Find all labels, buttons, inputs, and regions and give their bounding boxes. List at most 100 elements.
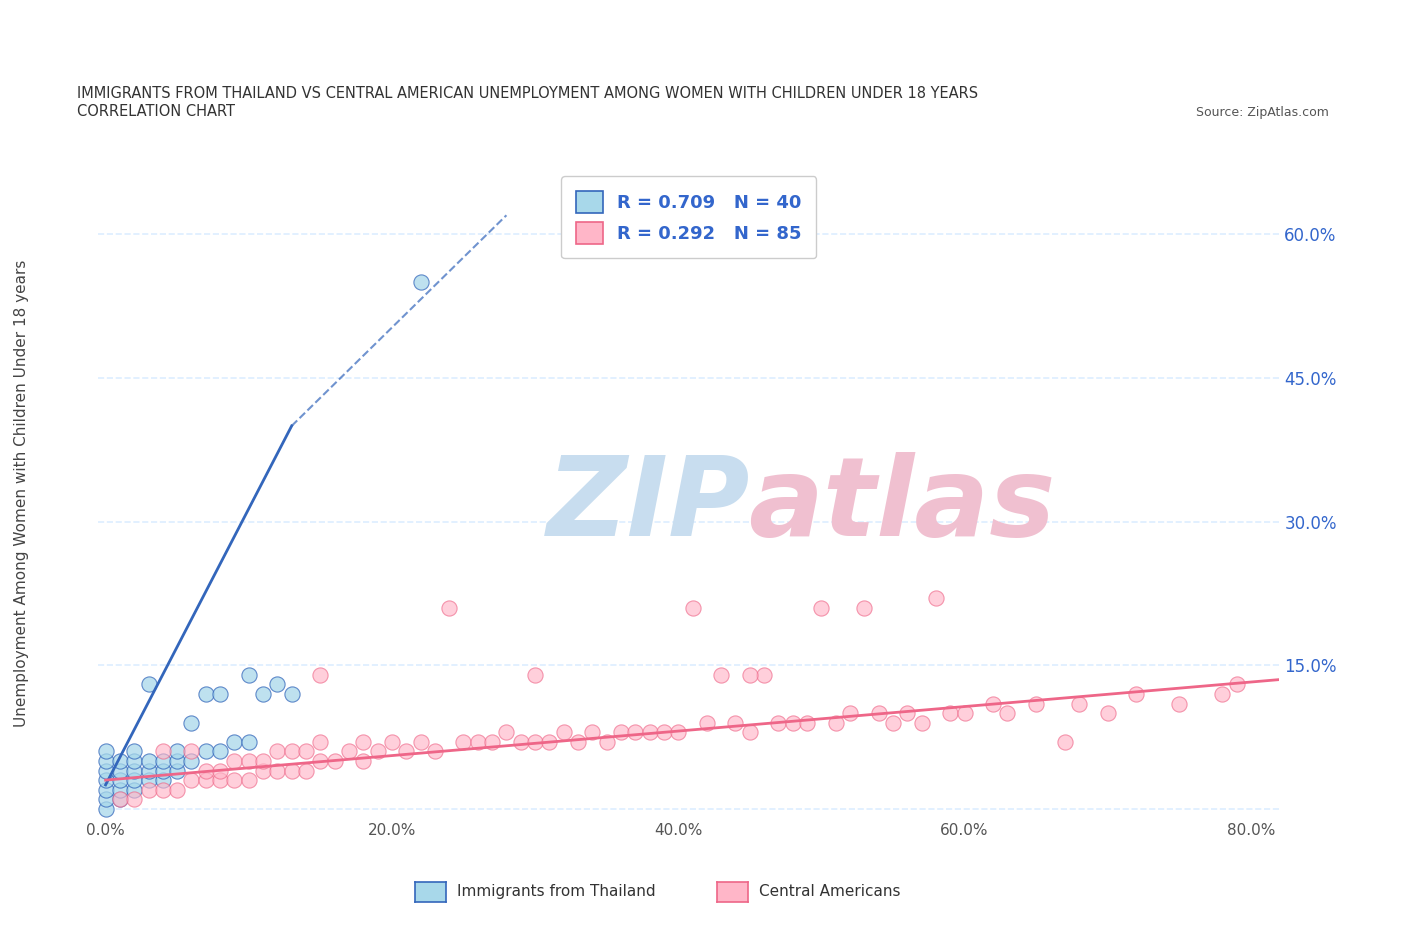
- Point: [180, 744, 202, 759]
- Point: [224, 773, 246, 788]
- Point: [194, 744, 217, 759]
- Point: [939, 706, 962, 721]
- Text: atlas: atlas: [748, 452, 1056, 560]
- Point: [910, 715, 932, 730]
- Point: [138, 782, 160, 797]
- Point: [524, 668, 547, 683]
- Point: [652, 724, 675, 739]
- Point: [138, 764, 160, 778]
- Point: [981, 696, 1004, 711]
- Point: [682, 601, 704, 616]
- Point: [94, 753, 117, 768]
- Text: Immigrants from Thailand: Immigrants from Thailand: [457, 884, 655, 899]
- Point: [481, 735, 503, 750]
- Point: [280, 764, 302, 778]
- Text: ZIP: ZIP: [547, 452, 751, 560]
- Point: [209, 744, 232, 759]
- Point: [152, 753, 174, 768]
- Point: [238, 773, 260, 788]
- Point: [252, 686, 274, 701]
- Text: Central Americans: Central Americans: [759, 884, 901, 899]
- Point: [295, 764, 318, 778]
- Point: [194, 686, 217, 701]
- Point: [166, 753, 188, 768]
- Point: [309, 753, 332, 768]
- Point: [624, 724, 647, 739]
- Point: [868, 706, 890, 721]
- Point: [295, 744, 318, 759]
- Point: [467, 735, 489, 750]
- Point: [108, 773, 131, 788]
- Point: [166, 782, 188, 797]
- Point: [581, 724, 603, 739]
- Point: [925, 591, 948, 605]
- Point: [782, 715, 804, 730]
- Point: [738, 724, 761, 739]
- Point: [1211, 686, 1233, 701]
- Point: [309, 668, 332, 683]
- Point: [224, 735, 246, 750]
- Point: [752, 668, 775, 683]
- Point: [152, 744, 174, 759]
- Point: [238, 735, 260, 750]
- Point: [266, 677, 288, 692]
- Point: [122, 782, 145, 797]
- Point: [1168, 696, 1191, 711]
- Point: [166, 744, 188, 759]
- Point: [108, 791, 131, 806]
- Point: [152, 773, 174, 788]
- Point: [122, 791, 145, 806]
- Point: [953, 706, 976, 721]
- Point: [696, 715, 718, 730]
- Point: [309, 735, 332, 750]
- Point: [553, 724, 575, 739]
- Text: Source: ZipAtlas.com: Source: ZipAtlas.com: [1195, 106, 1329, 119]
- Point: [1067, 696, 1090, 711]
- Text: IMMIGRANTS FROM THAILAND VS CENTRAL AMERICAN UNEMPLOYMENT AMONG WOMEN WITH CHILD: IMMIGRANTS FROM THAILAND VS CENTRAL AMER…: [77, 86, 979, 100]
- Point: [122, 773, 145, 788]
- Point: [638, 724, 661, 739]
- Point: [252, 753, 274, 768]
- Point: [768, 715, 790, 730]
- Point: [94, 802, 117, 817]
- Point: [94, 791, 117, 806]
- Point: [108, 782, 131, 797]
- Point: [853, 601, 876, 616]
- Point: [1097, 706, 1119, 721]
- Point: [524, 735, 547, 750]
- Point: [138, 677, 160, 692]
- Point: [94, 782, 117, 797]
- Point: [122, 753, 145, 768]
- Text: Unemployment Among Women with Children Under 18 years: Unemployment Among Women with Children U…: [14, 259, 28, 726]
- Point: [724, 715, 747, 730]
- Point: [138, 753, 160, 768]
- Point: [180, 773, 202, 788]
- Point: [266, 744, 288, 759]
- Point: [108, 791, 131, 806]
- Point: [610, 724, 633, 739]
- Point: [94, 773, 117, 788]
- Point: [94, 764, 117, 778]
- Point: [824, 715, 846, 730]
- Point: [166, 764, 188, 778]
- Point: [495, 724, 517, 739]
- Point: [796, 715, 818, 730]
- Point: [323, 753, 346, 768]
- Point: [152, 782, 174, 797]
- Point: [381, 735, 404, 750]
- Point: [337, 744, 360, 759]
- Point: [738, 668, 761, 683]
- Point: [453, 735, 475, 750]
- Point: [997, 706, 1019, 721]
- Point: [1225, 677, 1247, 692]
- Point: [280, 686, 302, 701]
- Point: [710, 668, 733, 683]
- Point: [666, 724, 689, 739]
- Point: [224, 753, 246, 768]
- Point: [280, 744, 302, 759]
- Point: [896, 706, 918, 721]
- Point: [138, 773, 160, 788]
- Point: [152, 764, 174, 778]
- Point: [266, 764, 288, 778]
- Point: [238, 668, 260, 683]
